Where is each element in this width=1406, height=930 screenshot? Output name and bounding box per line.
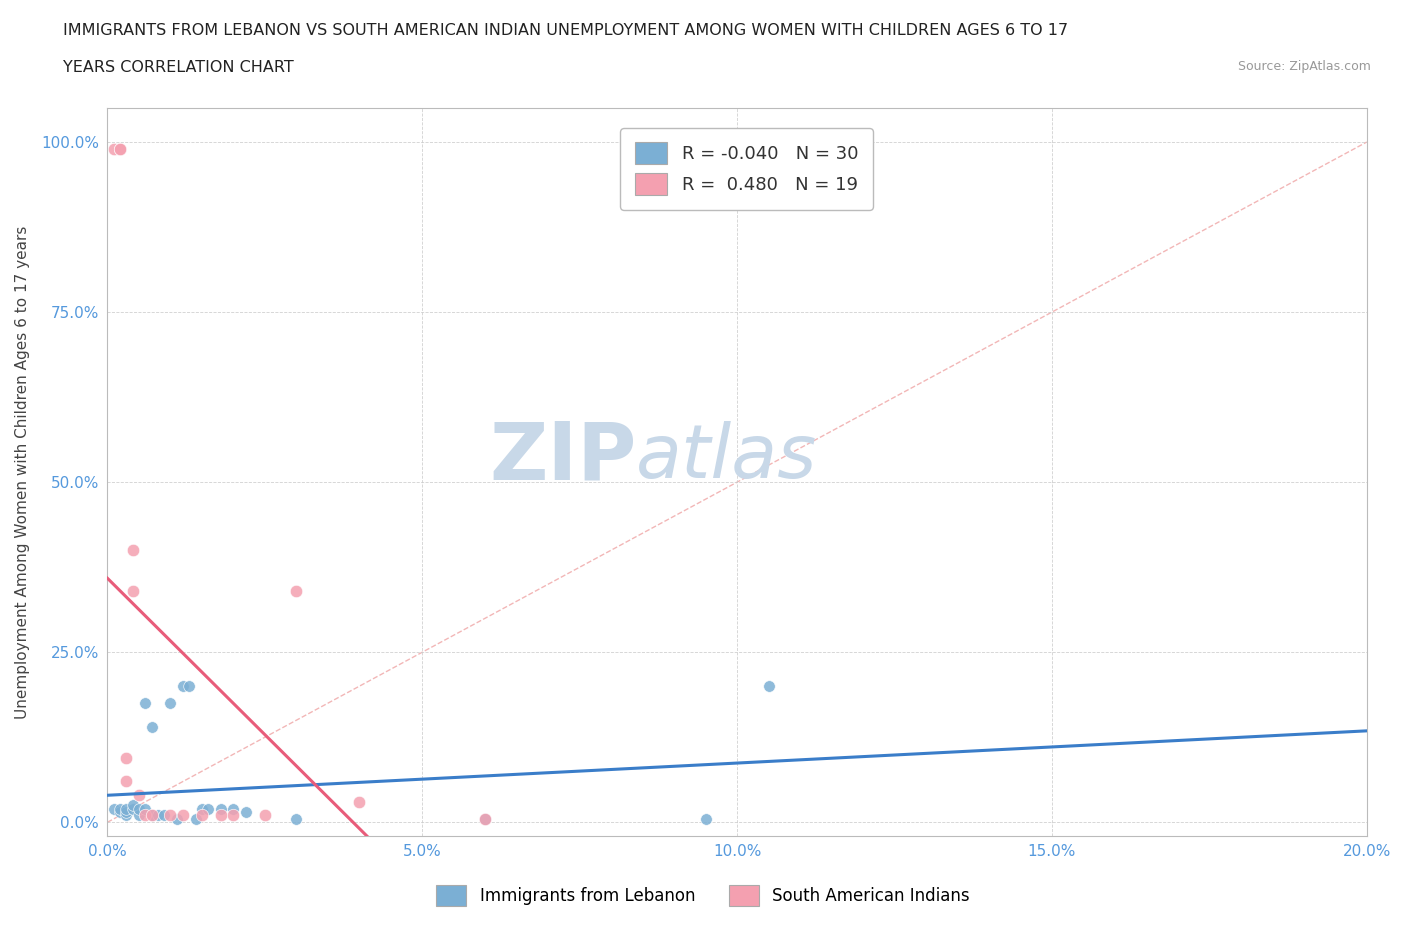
Point	[253, 808, 276, 823]
Point	[191, 808, 214, 823]
Point	[166, 811, 188, 826]
Point	[159, 696, 181, 711]
Point	[121, 802, 143, 817]
Point	[146, 808, 169, 823]
Point	[115, 808, 138, 823]
Point	[134, 696, 156, 711]
Legend: R = -0.040   N = 30, R =  0.480   N = 19: R = -0.040 N = 30, R = 0.480 N = 19	[620, 128, 873, 210]
Point	[134, 802, 156, 817]
Point	[222, 802, 245, 817]
Point	[103, 141, 125, 156]
Text: atlas: atlas	[637, 421, 818, 494]
Point	[121, 543, 143, 558]
Legend: Immigrants from Lebanon, South American Indians: Immigrants from Lebanon, South American …	[430, 879, 976, 912]
Text: Source: ZipAtlas.com: Source: ZipAtlas.com	[1237, 60, 1371, 73]
Point	[115, 774, 138, 789]
Point	[209, 802, 232, 817]
Point	[115, 751, 138, 765]
Point	[172, 679, 194, 694]
Point	[141, 808, 163, 823]
Point	[758, 679, 780, 694]
Point	[235, 804, 257, 819]
Point	[191, 802, 214, 817]
Point	[115, 802, 138, 817]
Point	[128, 808, 150, 823]
Point	[474, 811, 496, 826]
Point	[121, 798, 143, 813]
Point	[128, 788, 150, 803]
Point	[141, 720, 163, 735]
Point	[108, 802, 131, 817]
Point	[108, 804, 131, 819]
Point	[695, 811, 717, 826]
Text: IMMIGRANTS FROM LEBANON VS SOUTH AMERICAN INDIAN UNEMPLOYMENT AMONG WOMEN WITH C: IMMIGRANTS FROM LEBANON VS SOUTH AMERICA…	[63, 23, 1069, 38]
Point	[108, 141, 131, 156]
Point	[285, 811, 308, 826]
Point	[285, 583, 308, 598]
Point	[103, 802, 125, 817]
Point	[209, 808, 232, 823]
Point	[128, 802, 150, 817]
Point	[222, 808, 245, 823]
Point	[153, 808, 176, 823]
Point	[184, 811, 207, 826]
Point	[172, 808, 194, 823]
Point	[349, 794, 371, 809]
Point	[197, 802, 219, 817]
Point	[134, 808, 156, 823]
Point	[115, 804, 138, 819]
Text: YEARS CORRELATION CHART: YEARS CORRELATION CHART	[63, 60, 294, 75]
Point	[474, 811, 496, 826]
Y-axis label: Unemployment Among Women with Children Ages 6 to 17 years: Unemployment Among Women with Children A…	[15, 225, 30, 719]
Point	[108, 141, 131, 156]
Point	[141, 808, 163, 823]
Point	[121, 583, 143, 598]
Text: ZIP: ZIP	[489, 418, 637, 497]
Point	[179, 679, 201, 694]
Point	[159, 808, 181, 823]
